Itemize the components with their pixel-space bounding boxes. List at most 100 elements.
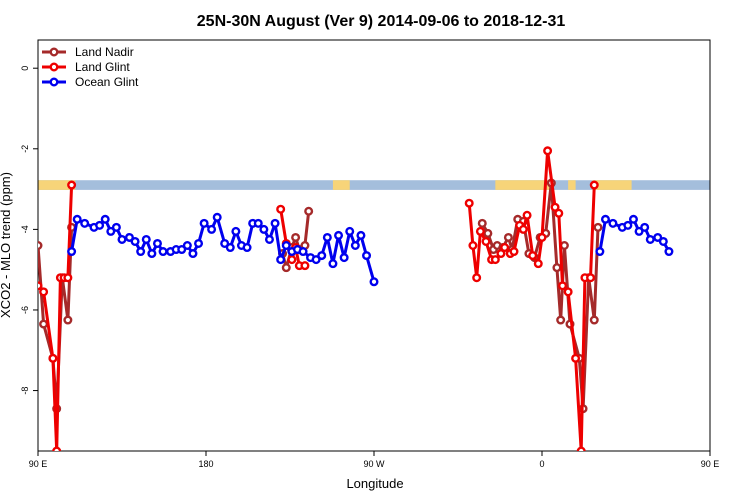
data-point [483, 228, 493, 238]
data-point [124, 232, 134, 242]
series-ocean-glint [67, 212, 674, 287]
data-point [554, 208, 564, 218]
data-point [522, 210, 532, 220]
chart-title: 25N-30N August (Ver 9) 2014-09-06 to 201… [197, 13, 566, 30]
data-point [264, 234, 274, 244]
data-point [586, 273, 596, 283]
data-point [481, 236, 491, 246]
data-point [72, 214, 82, 224]
data-point [100, 214, 110, 224]
data-point [558, 281, 568, 291]
data-point [608, 218, 618, 228]
data-point [39, 319, 49, 329]
data-point [334, 230, 344, 240]
data-point [477, 218, 487, 228]
data-point [106, 226, 116, 236]
data-point [328, 259, 338, 269]
x-tick-label: 0 [539, 459, 544, 469]
data-point [177, 245, 187, 255]
series-line [467, 149, 596, 451]
data-point [556, 315, 566, 325]
data-point [311, 255, 321, 265]
map-land [332, 180, 350, 190]
data-point [464, 198, 474, 208]
legend-marker [49, 62, 59, 72]
data-point [281, 240, 291, 250]
data-point [63, 315, 73, 325]
series-land-nadir [38, 178, 603, 414]
data-point [552, 263, 562, 273]
data-point [220, 238, 230, 248]
series-line [480, 181, 600, 411]
data-point [634, 226, 644, 236]
x-tick-label: 90 E [701, 459, 720, 469]
data-point [253, 218, 263, 228]
data-point [63, 273, 73, 283]
data-point [500, 243, 510, 253]
data-point [623, 220, 633, 230]
data-point [130, 236, 140, 246]
data-point [117, 234, 127, 244]
data-point [533, 259, 543, 269]
data-point [276, 255, 286, 265]
data-point [503, 232, 513, 242]
data-point [345, 226, 355, 236]
data-point [291, 232, 301, 242]
data-point [188, 249, 198, 259]
series-land-glint [38, 146, 599, 451]
data-point [543, 146, 553, 156]
data-point [95, 220, 105, 230]
data-point [468, 240, 478, 250]
data-point [207, 224, 217, 234]
data-point [322, 232, 332, 242]
data-point [182, 240, 192, 250]
data-point [496, 249, 506, 259]
data-point [304, 206, 314, 216]
data-point [152, 238, 162, 248]
data-point [136, 247, 146, 257]
legend-marker [49, 47, 59, 57]
data-point [300, 261, 310, 271]
x-axis: 90 E 180 90 W 0 90 E [29, 451, 720, 469]
data-point [141, 234, 151, 244]
data-point [158, 247, 168, 257]
data-point [600, 214, 610, 224]
map-land [568, 180, 576, 190]
y-tick-label: -8 [20, 387, 30, 395]
map-strip [38, 180, 710, 190]
map-ocean [38, 180, 710, 190]
data-point [52, 446, 62, 451]
data-point [38, 241, 43, 250]
data-point [369, 277, 379, 287]
data-point [475, 226, 485, 236]
data-point [571, 353, 581, 363]
y-tick-label: 0 [20, 66, 30, 71]
data-point [67, 180, 77, 190]
y-axis-label: XCO2 - MLO trend (ppm) [0, 172, 13, 318]
y-tick-label: -4 [20, 225, 30, 233]
data-point [362, 251, 372, 261]
data-point [259, 224, 269, 234]
data-point [212, 212, 222, 222]
legend-label: Land Nadir [75, 45, 134, 59]
data-point [593, 222, 603, 232]
y-tick-label: -6 [20, 306, 30, 314]
legend-marker [49, 77, 59, 87]
y-axis: 0 -2 -4 -6 -8 [20, 66, 38, 395]
y-tick-label: -2 [20, 145, 30, 153]
data-point [576, 446, 586, 451]
data-point [339, 253, 349, 263]
data-point [147, 249, 157, 259]
data-point [242, 243, 252, 253]
data-point [490, 255, 500, 265]
data-point [645, 234, 655, 244]
data-point [225, 243, 235, 253]
data-point [518, 224, 528, 234]
data-point [298, 247, 308, 257]
data-point [628, 214, 638, 224]
legend-label: Ocean Glint [75, 75, 139, 89]
data-point [287, 255, 297, 265]
data-point [67, 247, 77, 257]
data-point [356, 230, 366, 240]
